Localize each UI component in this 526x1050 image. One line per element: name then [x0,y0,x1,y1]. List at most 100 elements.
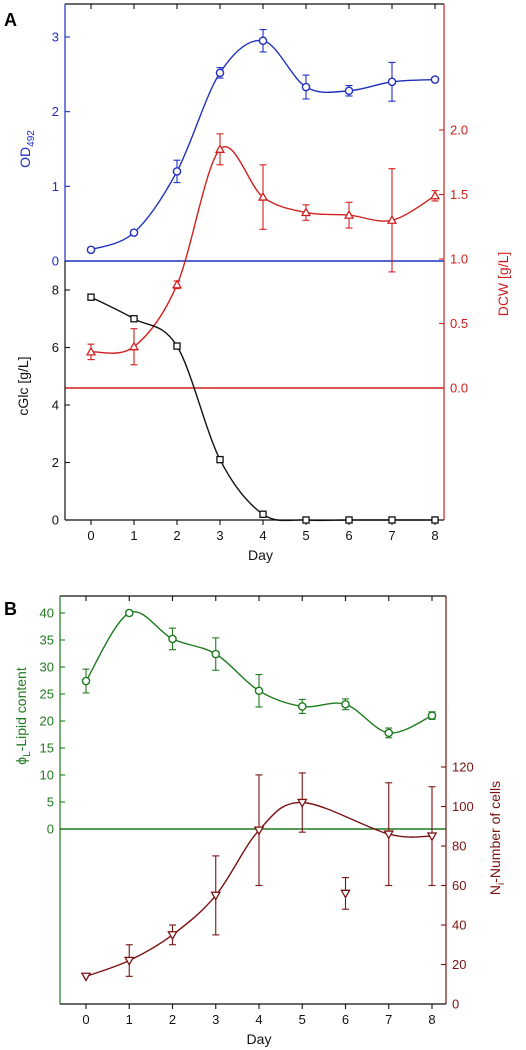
dcw-series-error-bar [388,168,396,273]
cglc-axis-tick-label: 0 [52,513,59,528]
od-axis-tick-label: 0 [52,254,59,269]
a-x-tick-label: 1 [130,528,137,543]
b-x-tick-label: 3 [212,1012,219,1027]
a-x-tick-label: 0 [87,528,94,543]
dcw-series-point [429,190,441,200]
dcw-series-point [386,215,398,224]
od-axis-tick-label: 2 [52,104,59,119]
od-series-point [344,86,354,96]
od-axis-tick-label: 1 [52,179,59,194]
cglc-axis-tick-label: 2 [52,455,59,470]
panel-label-a: A [4,10,17,30]
lipid-axis-tick-label: 20 [40,714,54,729]
lipid-series-point [81,676,91,686]
lipid-series-point [427,711,437,720]
a-x-axis-label: Day [248,547,273,563]
b-x-tick-label: 5 [299,1012,306,1027]
lipid-axis-tick-label: 0 [47,822,54,837]
lipid-series-error-bar [82,668,90,694]
b-x-tick-label: 4 [255,1012,262,1027]
dcw-series-error-bar [259,164,267,230]
lipid-axis-tick-label: 10 [40,768,54,783]
dcw-series-point [300,207,312,217]
lipid-series-point [168,634,177,644]
a-x-tick-label: 2 [173,528,180,543]
cells-series-point [426,832,438,842]
dcw-series-point [85,346,97,356]
dcw-axis-tick-label: 1.0 [450,252,468,267]
cells-axis-label: Ni-Number of cells [487,781,507,895]
cells-series-curve [85,801,433,978]
cglc-series-point [259,510,267,518]
dcw-axis-tick-label: 1.5 [450,187,468,202]
lipid-axis-tick-label: 35 [40,633,54,648]
dcw-axis-tick-label: 0.5 [450,316,468,331]
od-series-point [258,36,268,46]
cells-series-error-bar [255,774,263,887]
b-x-tick-label: 8 [428,1012,435,1027]
od-series-point [301,82,311,92]
b-x-tick-label: 0 [82,1012,89,1027]
cells-series-point [340,889,351,899]
cells-axis-tick-label: 60 [452,878,466,893]
a-x-tick-label: 4 [259,528,266,543]
od-series-point [430,75,440,84]
lipid-axis-label: ϕL-Lipid content [13,667,33,765]
cells-series-error-bar [385,782,393,887]
cglc-series-point [216,455,224,464]
b-x-tick-label: 2 [169,1012,176,1027]
lipid-axis-tick-label: 40 [40,606,54,621]
a-x-tick-label: 3 [216,528,223,543]
cells-axis-tick-label: 20 [452,957,466,972]
lipid-series-curve [85,611,433,734]
cells-axis-tick-label: 40 [452,918,466,933]
b-x-tick-label: 7 [385,1012,392,1027]
a-x-tick-label: 6 [345,528,352,543]
dcw-series-point [343,209,355,219]
dcw-series-point [128,341,140,351]
dcw-series-point [171,279,183,289]
dcw-axis-tick-label: 0.0 [450,381,468,396]
od-series-point [86,245,96,255]
cells-series-error-bar [428,786,436,887]
od-series-point [172,167,182,176]
lipid-series-point [124,608,134,618]
lipid-axis-tick-label: 5 [47,795,54,810]
od-axis-tick-label: 3 [52,30,59,45]
cglc-axis-tick-label: 4 [52,398,59,413]
lipid-series-point [254,686,264,696]
lipid-series-point [211,649,221,659]
cells-axis-tick-label: 80 [452,839,466,854]
a-x-tick-label: 8 [431,528,438,543]
cells-axis-tick-label: 100 [452,799,474,814]
dcw-series-point [214,144,226,153]
od-series-point [129,228,139,237]
cells-axis-tick-label: 120 [452,760,474,775]
lipid-axis-tick-label: 25 [40,687,54,702]
b-x-axis-label: Day [247,1031,272,1047]
b-x-tick-label: 6 [342,1012,349,1027]
cglc-series-point [87,293,95,301]
cells-series-point [167,931,178,941]
od-axis-label: OD492 [17,130,37,168]
cells-series-point [383,830,395,840]
b-x-tick-label: 1 [126,1012,133,1027]
cglc-series-point [173,342,181,350]
cells-series-point [253,826,265,836]
dcw-series-curve [90,146,436,354]
cells-series-point [210,891,222,901]
cells-series-point [123,956,135,967]
a-x-tick-label: 5 [302,528,309,543]
lipid-axis-tick-label: 30 [40,660,54,675]
cglc-series-curve [90,296,435,522]
od-series-point [387,77,397,87]
panel-label-b: B [4,599,17,619]
cells-series-error-bar [212,855,220,936]
lipid-series-point [384,728,394,738]
a-x-tick-label: 7 [388,528,395,543]
cglc-axis-tick-label: 6 [52,340,59,355]
dcw-axis-tick-label: 2.0 [450,123,468,138]
cglc-series-point [130,315,138,323]
